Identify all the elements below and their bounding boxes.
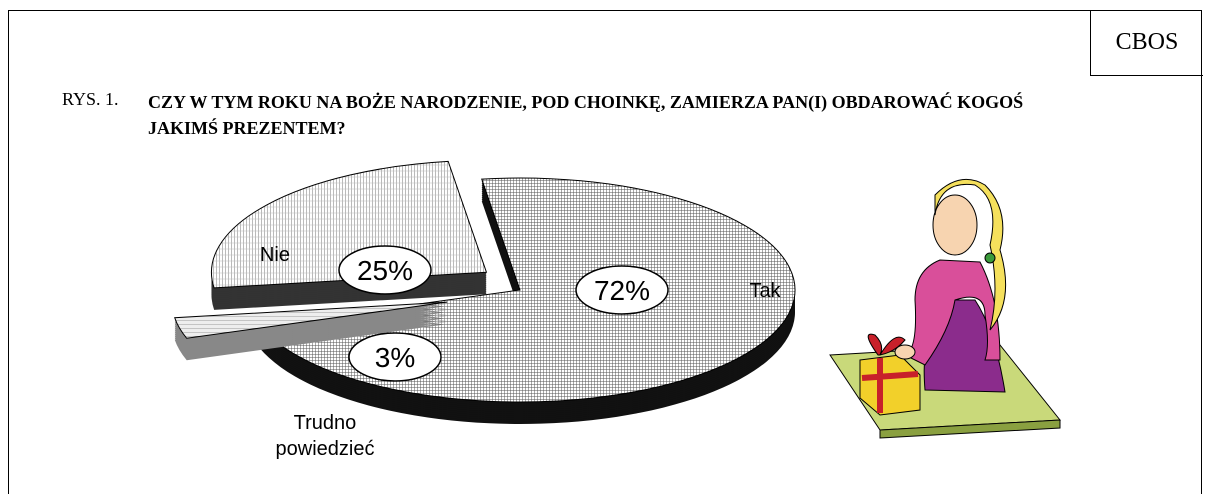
category-label: Tak — [749, 280, 781, 302]
slice-side — [174, 314, 448, 351]
value-label-bg — [338, 245, 432, 295]
value-label: 25% — [357, 255, 413, 286]
figure-number: RYS. 1. — [62, 89, 119, 109]
slice — [174, 301, 448, 339]
value-label-bg — [348, 332, 442, 382]
value-label-bg — [575, 265, 669, 315]
slice-side — [174, 310, 448, 347]
category-label: Nie — [259, 244, 290, 266]
frame — [8, 10, 1202, 494]
value-label: 3% — [375, 342, 415, 373]
slice-side — [174, 308, 448, 345]
slice-side — [174, 318, 448, 355]
clip-art — [829, 178, 1061, 439]
slice-side — [174, 306, 448, 343]
slice-side — [174, 312, 448, 349]
slice-side — [174, 304, 448, 341]
source: CBOS — [1090, 10, 1203, 76]
slice-side — [174, 316, 448, 353]
category-label: Trudno powiedzieć — [275, 412, 375, 460]
value-label: 72% — [594, 275, 650, 306]
slice-side — [174, 320, 448, 357]
slice-side — [174, 324, 448, 361]
pie — [174, 160, 796, 425]
slice-side — [174, 322, 448, 359]
chart-title: CZY W TYM ROKU NA BOŻE NARODZENIE, POD C… — [148, 92, 1024, 138]
